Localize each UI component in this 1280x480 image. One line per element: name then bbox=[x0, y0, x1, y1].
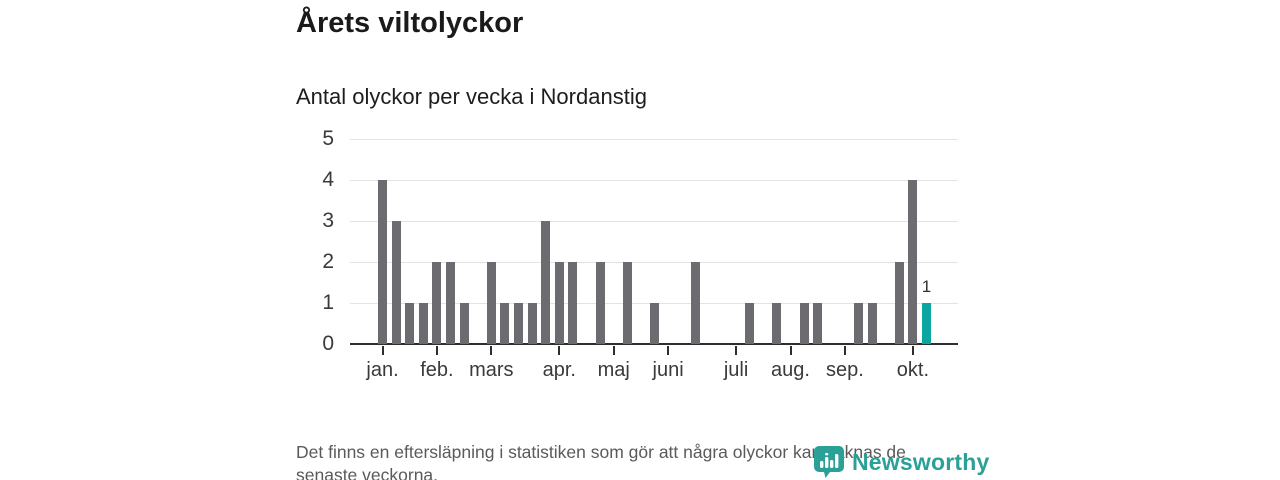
newsworthy-pin-barchart-icon bbox=[812, 445, 846, 479]
bar-week-32 bbox=[799, 303, 809, 344]
bar-week-33 bbox=[813, 303, 823, 344]
bar-week-5 bbox=[432, 262, 442, 344]
x-tick-label-maj: maj bbox=[597, 359, 630, 381]
bar-week-37 bbox=[867, 303, 877, 344]
bar-week-11 bbox=[514, 303, 523, 344]
bar-week-39 bbox=[894, 262, 904, 344]
bar-week-15 bbox=[568, 262, 578, 344]
gridline-y3 bbox=[350, 221, 958, 222]
highlight-value-label: 1 bbox=[921, 277, 932, 296]
bar-week-4 bbox=[418, 303, 428, 344]
bar-week-41-highlight bbox=[922, 303, 931, 344]
bar-week-14 bbox=[554, 262, 564, 344]
footer-note-line2: senaste veckorna. bbox=[296, 465, 439, 480]
bar-week-40 bbox=[908, 180, 918, 344]
x-axis-line bbox=[350, 343, 958, 345]
bar-week-21 bbox=[650, 303, 659, 344]
x-tick-mars bbox=[490, 346, 493, 355]
y-tick-label-1: 1 bbox=[322, 291, 334, 314]
gridline-y5 bbox=[350, 139, 958, 140]
y-tick-label-2: 2 bbox=[322, 250, 334, 273]
x-tick-label-mars: mars bbox=[469, 359, 514, 381]
footer-note-line1: Det finns en eftersläpning i statistiken… bbox=[296, 442, 906, 462]
bar-week-36 bbox=[854, 303, 863, 344]
x-tick-jan bbox=[381, 346, 384, 355]
x-tick-apr bbox=[558, 346, 561, 355]
x-tick-maj bbox=[612, 346, 615, 355]
newsworthy-logo-text: Newsworthy bbox=[852, 449, 990, 475]
bar-week-30 bbox=[772, 303, 782, 344]
y-axis-labels: 0 1 2 3 4 5 bbox=[298, 128, 334, 369]
x-tick-label-aug: aug. bbox=[771, 359, 810, 381]
y-tick-label-3: 3 bbox=[322, 209, 334, 232]
y-tick-label-4: 4 bbox=[322, 168, 334, 191]
bar-week-17 bbox=[595, 262, 605, 344]
bar-week-7 bbox=[459, 303, 469, 344]
x-tick-aug bbox=[789, 346, 792, 355]
x-tick-juni bbox=[667, 346, 670, 355]
x-tick-label-feb: feb. bbox=[420, 359, 454, 381]
bar-week-24 bbox=[690, 262, 700, 344]
plot-area: 1 jan. feb. mars apr. maj juni juli aug. sep. okt. bbox=[350, 139, 958, 381]
gridline-y4 bbox=[350, 180, 958, 181]
bar-week-1 bbox=[378, 180, 387, 344]
bar-week-28 bbox=[745, 303, 755, 344]
bar-week-19 bbox=[622, 262, 632, 344]
bar-week-6 bbox=[446, 262, 455, 344]
bar-week-13 bbox=[541, 221, 551, 344]
x-tick-label-apr: apr. bbox=[542, 359, 576, 381]
newsworthy-logo[interactable]: Newsworthy bbox=[812, 445, 989, 479]
chart-subtitle: Antal olyckor per vecka i Nordanstig bbox=[296, 84, 647, 109]
x-tick-juli bbox=[735, 346, 738, 355]
x-tick-label-sep: sep. bbox=[825, 359, 864, 381]
x-tick-label-jan: jan. bbox=[366, 359, 399, 381]
x-tick-label-juni: juni bbox=[652, 359, 684, 381]
bar-week-9 bbox=[486, 262, 496, 344]
bar-week-2 bbox=[391, 221, 401, 344]
x-tick-feb bbox=[435, 346, 438, 355]
x-tick-label-juli: juli bbox=[723, 359, 749, 381]
y-tick-label-0: 0 bbox=[322, 332, 334, 355]
page-title: Årets viltolyckor bbox=[296, 7, 524, 39]
x-tick-okt bbox=[911, 346, 914, 355]
footer-note: Det finns en eftersläpning i statistiken… bbox=[296, 441, 906, 480]
bar-week-12 bbox=[527, 303, 537, 344]
gridline-y2 bbox=[350, 262, 958, 263]
bar-week-3 bbox=[405, 303, 415, 344]
x-tick-label-okt: okt. bbox=[896, 359, 930, 381]
x-tick-sep bbox=[843, 346, 846, 355]
bar-week-10 bbox=[500, 303, 510, 344]
y-tick-label-5: 5 bbox=[322, 127, 334, 150]
